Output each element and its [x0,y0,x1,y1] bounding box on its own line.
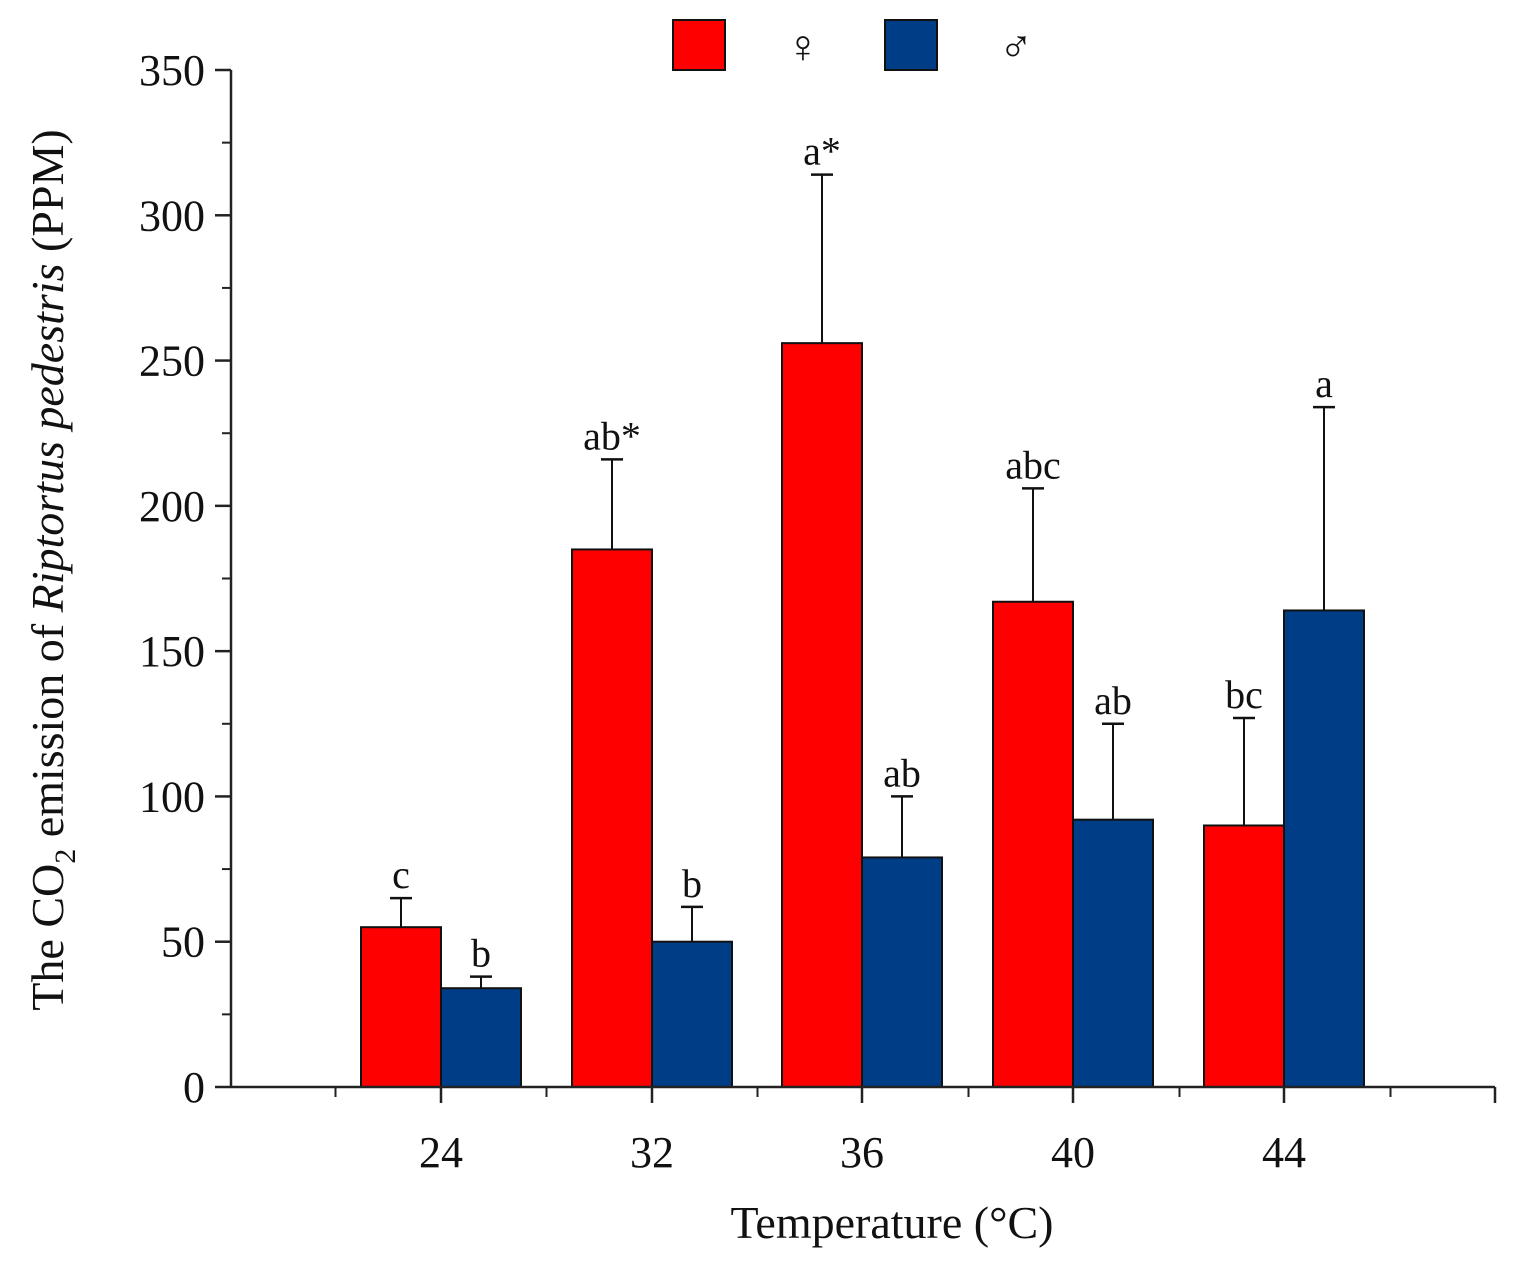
y-axis-title-part3: (PPM) [22,129,73,263]
bar-female [1203,824,1285,1088]
significance-label: ab [1094,678,1132,723]
y-tick-label: 100 [139,772,205,821]
significance-label: c [392,852,410,897]
significance-label-group: c ab* a* abc bc b b ab ab a [392,129,1333,976]
significance-label: ab* [583,413,641,458]
bar-male [651,940,733,1089]
significance-label: b [682,861,702,906]
legend-swatch-male [884,19,938,71]
bar-male [1072,818,1154,1088]
error-bar-group [390,173,1335,989]
legend-label-male: ♂ [999,21,1034,72]
axes: 0 50 100 150 200 250 300 350 24 32 36 40 44 [139,46,1497,1177]
y-axis-title: The CO2 emission of Riptortus pedestris … [22,129,82,1010]
bar-female [781,342,863,1088]
y-axis-title-subscript: 2 [49,849,82,864]
significance-label: a [1315,361,1333,406]
bar-female [992,600,1074,1088]
significance-label: b [471,931,491,976]
legend-label-female: ♀ [786,21,821,72]
x-axis-title: Temperature (°C) [731,1197,1054,1248]
bar-female [360,926,442,1089]
significance-label: a* [803,129,841,174]
bar-male [440,987,522,1088]
bar-male [1283,609,1365,1088]
bar-group [360,342,1365,1089]
x-tick-label: 36 [840,1128,884,1177]
significance-label: ab [883,750,921,795]
y-tick-label: 250 [139,337,205,386]
significance-label: bc [1225,672,1263,717]
legend: ♀ ♂ [672,19,1034,72]
bar-male [861,856,943,1088]
y-tick-label: 200 [139,482,205,531]
y-tick-label: 350 [139,46,205,95]
y-tick-label: 50 [161,918,205,967]
y-axis-title-species: Riptortus pedestris [22,264,73,614]
y-axis-title-part1: The CO [22,864,73,1011]
x-tick-label: 44 [1262,1128,1306,1177]
x-tick-label: 40 [1051,1128,1095,1177]
y-tick-label: 300 [139,191,205,240]
x-tick-label: 32 [630,1128,674,1177]
significance-label: abc [1005,442,1061,487]
x-tick-label: 24 [419,1128,463,1177]
y-tick-label: 0 [183,1063,205,1112]
y-tick-label: 150 [139,627,205,676]
legend-swatch-female [672,19,726,71]
bar-female [571,548,653,1088]
y-axis-title-part2: emission of [22,612,73,848]
